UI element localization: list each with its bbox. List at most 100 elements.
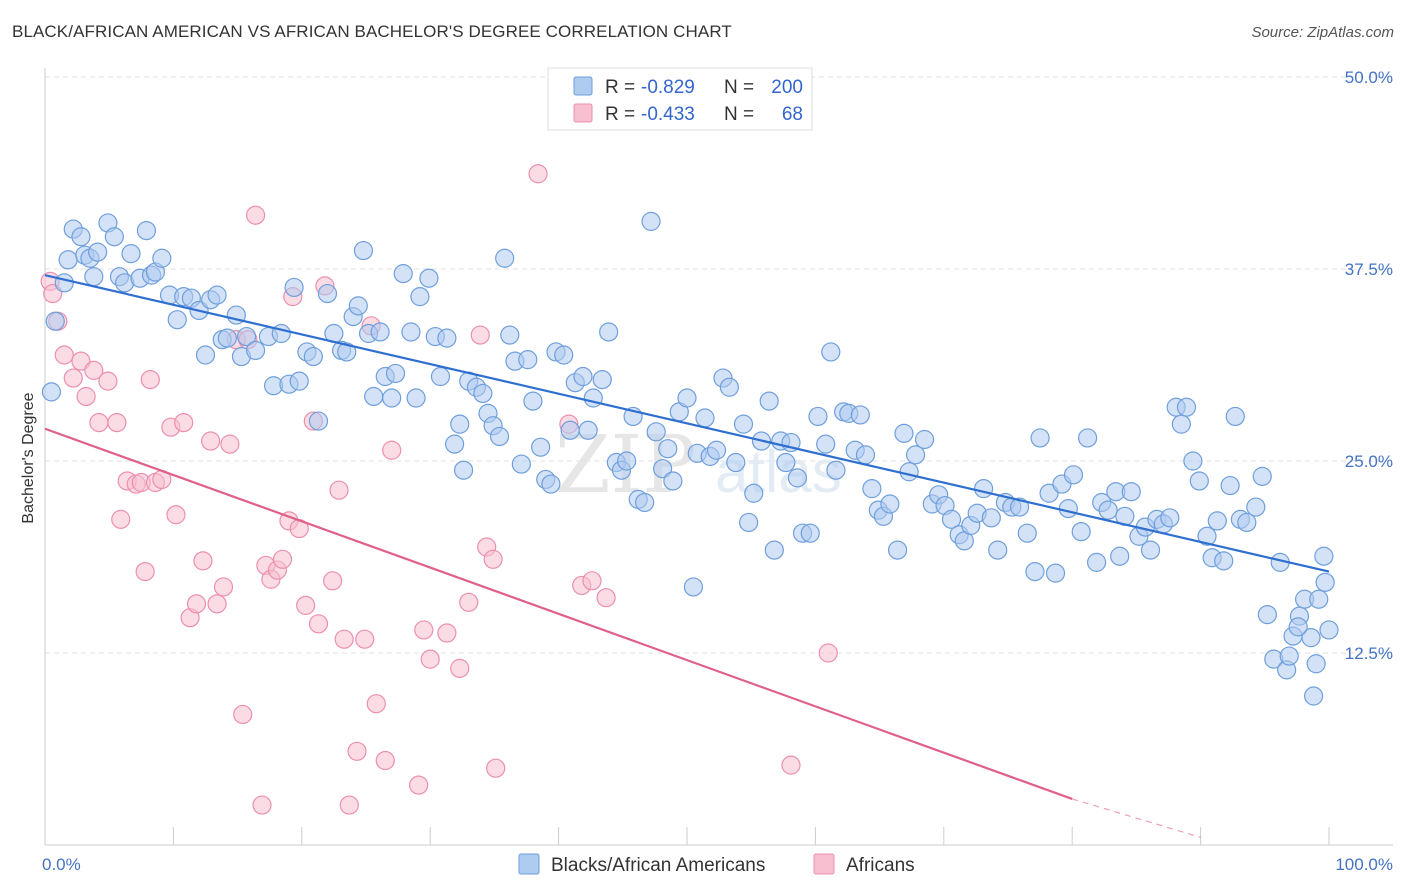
point-blacks-69	[473, 383, 493, 404]
point-blacks-3	[58, 250, 78, 270]
point-africans-56	[414, 620, 434, 640]
point-africans-41	[296, 595, 316, 615]
x-tick-max: 100.0%	[1335, 855, 1393, 874]
point-blacks-8	[84, 267, 104, 287]
point-blacks-97	[641, 211, 661, 231]
point-africans-71	[582, 571, 602, 591]
point-blacks-72	[489, 426, 510, 447]
point-africans-61	[470, 325, 490, 345]
point-blacks-64	[444, 434, 465, 454]
series-legend-swatch-africans	[813, 853, 835, 875]
point-blacks-104	[683, 577, 704, 597]
y-tick-labels: 12.5% 25.0% 37.5% 50.0%	[1345, 68, 1393, 663]
point-blacks-112	[733, 414, 754, 434]
source-label: Source: ZipAtlas.com	[1251, 24, 1394, 41]
point-blacks-41	[303, 346, 323, 367]
point-blacks-39	[289, 371, 309, 391]
y-tick-label-3: 50.0%	[1345, 68, 1393, 87]
point-blacks-156	[1017, 523, 1037, 543]
point-africans-10	[107, 413, 127, 433]
point-africans-59	[450, 658, 470, 678]
point-blacks-2	[54, 273, 74, 293]
point-blacks-100	[658, 439, 678, 459]
point-africans-43	[308, 614, 329, 634]
point-blacks-83	[554, 345, 574, 365]
point-blacks-52	[370, 322, 390, 342]
point-africans-21	[174, 413, 194, 433]
point-blacks-204	[1319, 620, 1339, 640]
point-blacks-114	[744, 483, 764, 503]
point-africans-32	[245, 205, 266, 225]
point-africans-26	[207, 594, 227, 614]
point-blacks-162	[1058, 499, 1078, 519]
point-blacks-121	[787, 468, 808, 488]
point-blacks-46	[337, 342, 357, 362]
point-blacks-202	[1309, 589, 1329, 609]
point-blacks-124	[808, 406, 828, 427]
point-africans-16	[140, 369, 160, 390]
chart-title: BLACK/AFRICAN AMERICAN VS AFRICAN BACHEL…	[12, 22, 732, 41]
stats-legend-r-label-africans: R =	[605, 104, 635, 125]
point-blacks-166	[1086, 552, 1107, 572]
point-blacks-21	[167, 310, 187, 330]
point-africans-24	[193, 551, 213, 571]
point-blacks-101	[663, 471, 683, 491]
point-blacks-208	[1303, 686, 1324, 706]
point-blacks-192	[1246, 497, 1266, 517]
point-blacks-189	[1225, 406, 1245, 427]
point-blacks-42	[308, 411, 329, 431]
point-blacks-155	[1009, 497, 1030, 517]
point-blacks-77	[518, 350, 538, 370]
point-blacks-88	[583, 388, 603, 408]
stats-legend-n-value-blacks: 200	[771, 77, 803, 98]
point-blacks-145	[941, 509, 962, 529]
point-blacks-184	[1197, 526, 1217, 546]
point-blacks-87	[578, 420, 598, 440]
point-blacks-164	[1071, 522, 1091, 542]
point-blacks-54	[382, 388, 402, 408]
point-blacks-16	[136, 221, 157, 241]
point-blacks-126	[821, 342, 841, 362]
point-blacks-133	[862, 479, 882, 499]
point-africans-63	[483, 549, 503, 569]
point-blacks-79	[531, 437, 551, 457]
trend-line-africans	[44, 427, 1073, 800]
point-africans-48	[339, 795, 359, 815]
point-blacks-160	[1045, 563, 1066, 583]
point-blacks-9	[88, 242, 108, 262]
point-blacks-165	[1078, 428, 1098, 448]
point-blacks-84	[560, 420, 580, 440]
point-blacks-19	[152, 248, 172, 268]
point-blacks-140	[905, 445, 926, 465]
point-blacks-131	[850, 405, 870, 425]
x-tick-min: 0.0%	[42, 855, 81, 874]
point-africans-7	[84, 360, 104, 380]
point-africans-4	[63, 368, 83, 388]
point-africans-28	[220, 434, 240, 454]
point-blacks-139	[899, 462, 919, 482]
point-blacks-93	[617, 451, 637, 471]
stats-legend-swatch-africans	[573, 103, 593, 123]
y-tick-label-2: 37.5%	[1345, 260, 1393, 279]
series-legend: Blacks/African Americans Africans	[518, 853, 915, 876]
point-blacks-178	[1160, 508, 1180, 528]
point-africans-65	[528, 164, 548, 184]
point-blacks-132	[855, 445, 876, 465]
point-blacks-59	[410, 287, 430, 307]
point-blacks-99	[653, 459, 673, 479]
point-blacks-141	[914, 429, 935, 450]
point-blacks-90	[599, 322, 619, 342]
grid-lines	[45, 76, 1393, 654]
point-blacks-89	[592, 369, 612, 390]
point-blacks-201	[1301, 628, 1321, 648]
point-blacks-38	[284, 277, 304, 298]
point-blacks-206	[1279, 646, 1299, 666]
stats-legend-n-label-blacks: N =	[724, 77, 754, 98]
point-blacks-138	[894, 423, 914, 443]
point-blacks-152	[988, 540, 1008, 560]
point-blacks-78	[523, 391, 543, 411]
point-blacks-11	[104, 227, 124, 247]
point-blacks-86	[573, 366, 593, 387]
point-blacks-117	[764, 540, 784, 560]
point-africans-57	[420, 649, 440, 669]
